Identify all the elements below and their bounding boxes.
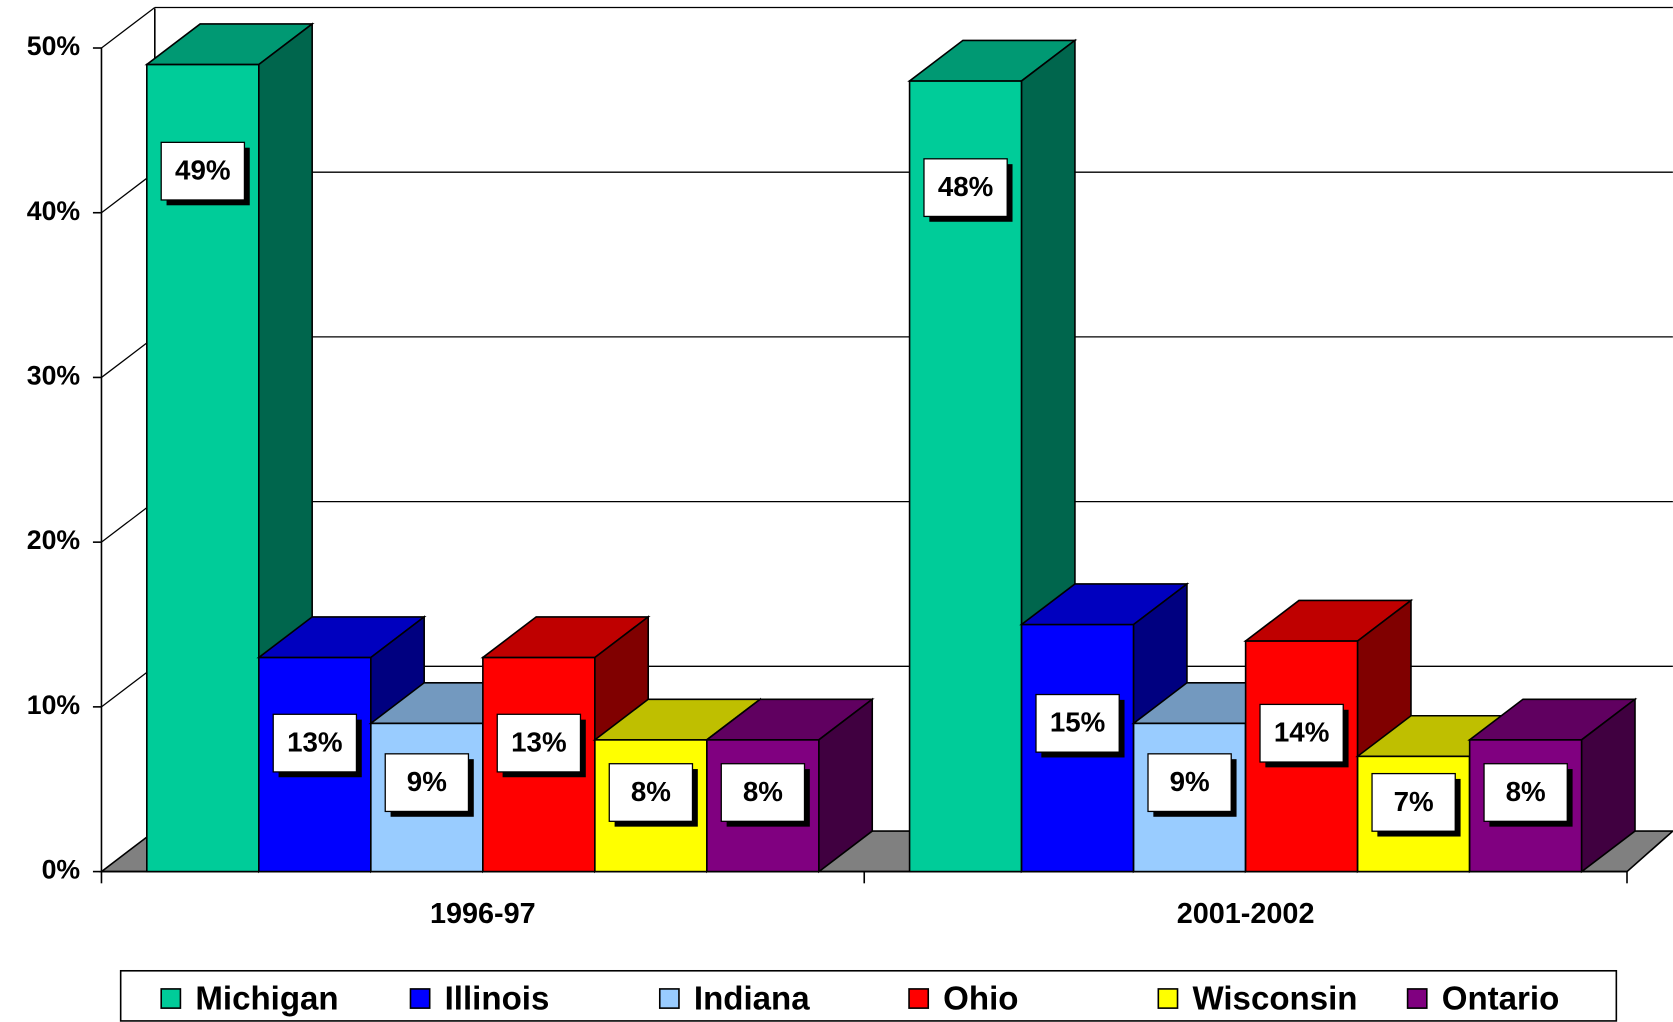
- value-label: 7%: [1394, 786, 1434, 817]
- x-tick-label: 1996-97: [430, 898, 536, 930]
- wall-grid-line: [101, 665, 156, 708]
- value-label-box: [1259, 703, 1344, 763]
- value-label: 48%: [938, 171, 993, 202]
- wall-grid-line: [101, 501, 156, 543]
- x-tick-label: 2001-2002: [1177, 898, 1315, 930]
- value-label: 15%: [1050, 707, 1105, 738]
- value-label-box: [720, 763, 806, 822]
- value-label-box: [1035, 693, 1120, 753]
- y-tick-label: 0%: [42, 855, 81, 885]
- y-tick-label: 30%: [27, 360, 80, 390]
- value-label-box: [608, 763, 694, 822]
- wall-grid-line: [101, 336, 156, 378]
- legend-swatch: [1406, 988, 1428, 1009]
- legend-label: Indiana: [694, 980, 810, 1017]
- value-label-box: [272, 713, 358, 773]
- y-tick-label: 10%: [27, 690, 80, 720]
- value-label-box: [496, 713, 582, 773]
- value-label: 49%: [175, 155, 230, 186]
- bar-side: [818, 697, 874, 874]
- value-label: 13%: [287, 726, 342, 757]
- value-label: 9%: [1170, 766, 1210, 797]
- legend-swatch: [658, 988, 680, 1009]
- value-label-box: [160, 141, 246, 201]
- legend-swatch: [160, 988, 182, 1009]
- legend-swatch: [908, 988, 930, 1009]
- value-label: 8%: [743, 776, 783, 807]
- value-label-box: [1371, 772, 1456, 832]
- value-label-box: [384, 753, 470, 813]
- value-label-box: [923, 158, 1008, 218]
- y-tick-label: 40%: [27, 196, 80, 226]
- legend-box: [119, 969, 1618, 1022]
- legend-label: Michigan: [195, 980, 338, 1017]
- value-label: 13%: [511, 726, 566, 757]
- value-label-box: [1483, 763, 1568, 822]
- legend-swatch: [1157, 988, 1179, 1009]
- value-label: 14%: [1274, 717, 1329, 748]
- legend-label: Illinois: [445, 980, 550, 1017]
- value-label: 8%: [631, 776, 671, 807]
- y-tick-label: 50%: [27, 31, 80, 61]
- legend-label: Wisconsin: [1192, 980, 1357, 1017]
- legend-label: Ohio: [943, 980, 1018, 1017]
- bar-side: [1580, 697, 1636, 874]
- y-tick-label: 20%: [27, 525, 80, 555]
- wall-grid-line: [101, 171, 156, 214]
- legend-label: Ontario: [1442, 980, 1560, 1017]
- wall-grid-line: [101, 6, 156, 49]
- value-label-box: [1147, 753, 1232, 813]
- value-label: 8%: [1506, 776, 1546, 807]
- value-label: 9%: [407, 766, 447, 797]
- legend-swatch: [409, 988, 431, 1009]
